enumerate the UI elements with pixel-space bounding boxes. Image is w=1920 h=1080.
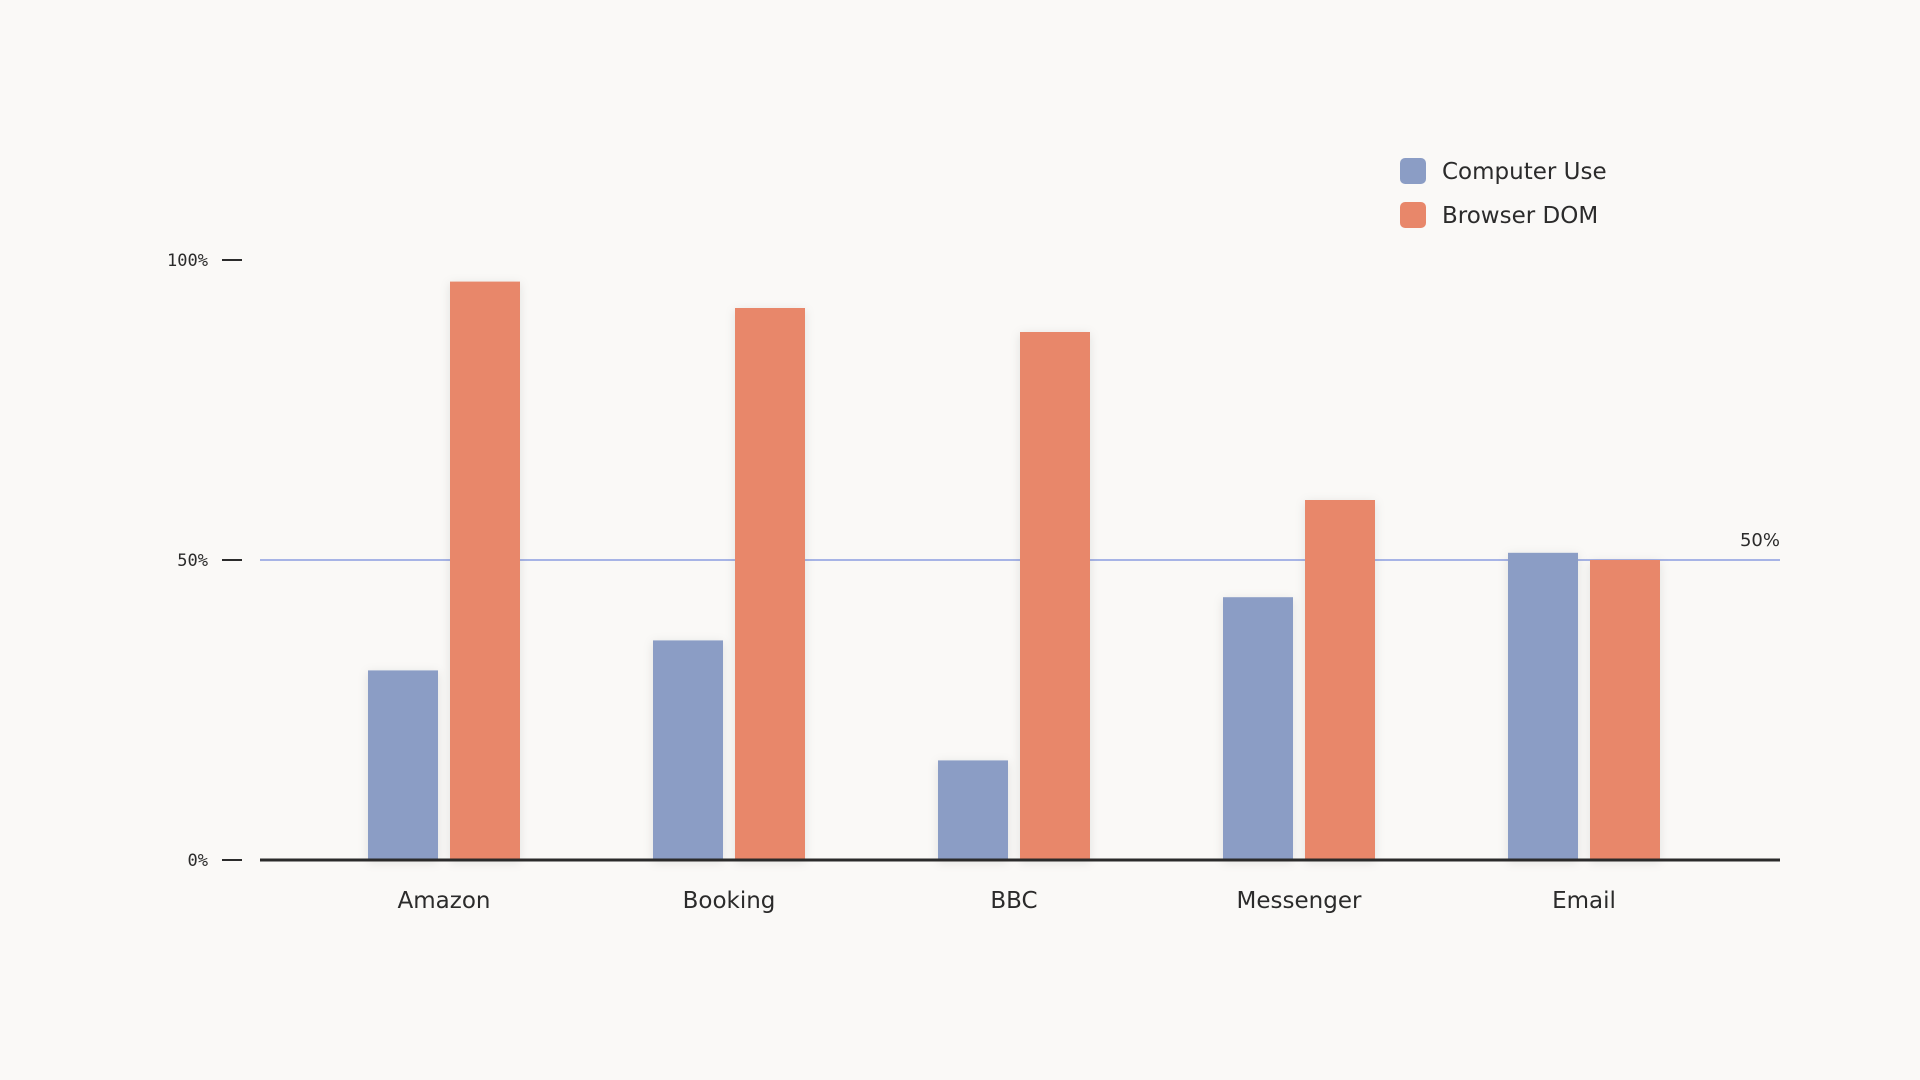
y-axis: 0% 50% 100% (167, 251, 242, 871)
bar-computer-use-bbc (938, 760, 1008, 860)
x-tick-label: Amazon (398, 888, 491, 914)
y-tick-label: 0% (188, 851, 208, 871)
bar-browser-dom-messenger (1305, 500, 1375, 860)
bars-group (368, 281, 1660, 861)
legend-label: Browser DOM (1442, 203, 1598, 229)
legend-swatch (1400, 158, 1426, 184)
bar-computer-use-booking (653, 640, 723, 860)
x-tick-label: Email (1552, 888, 1616, 914)
x-tick-label: Messenger (1237, 888, 1362, 914)
bar-computer-use-email (1508, 552, 1578, 860)
legend-label: Computer Use (1442, 159, 1607, 185)
bar-browser-dom-booking (735, 308, 805, 860)
legend-swatch (1400, 202, 1426, 228)
bar-browser-dom-bbc (1020, 332, 1090, 860)
legend: Computer Use Browser DOM (1400, 158, 1607, 229)
x-tick-label: Booking (683, 888, 776, 914)
x-tick-label: BBC (990, 888, 1037, 914)
y-tick-label: 50% (177, 551, 208, 571)
bar-computer-use-messenger (1223, 597, 1293, 860)
bar-browser-dom-amazon (450, 281, 520, 861)
bar-browser-dom-email (1590, 560, 1660, 860)
bar-computer-use-amazon (368, 670, 438, 860)
y-tick-label: 100% (167, 251, 208, 271)
reference-line-label: 50% (1740, 530, 1780, 551)
x-axis: Amazon Booking BBC Messenger Email (260, 858, 1780, 914)
